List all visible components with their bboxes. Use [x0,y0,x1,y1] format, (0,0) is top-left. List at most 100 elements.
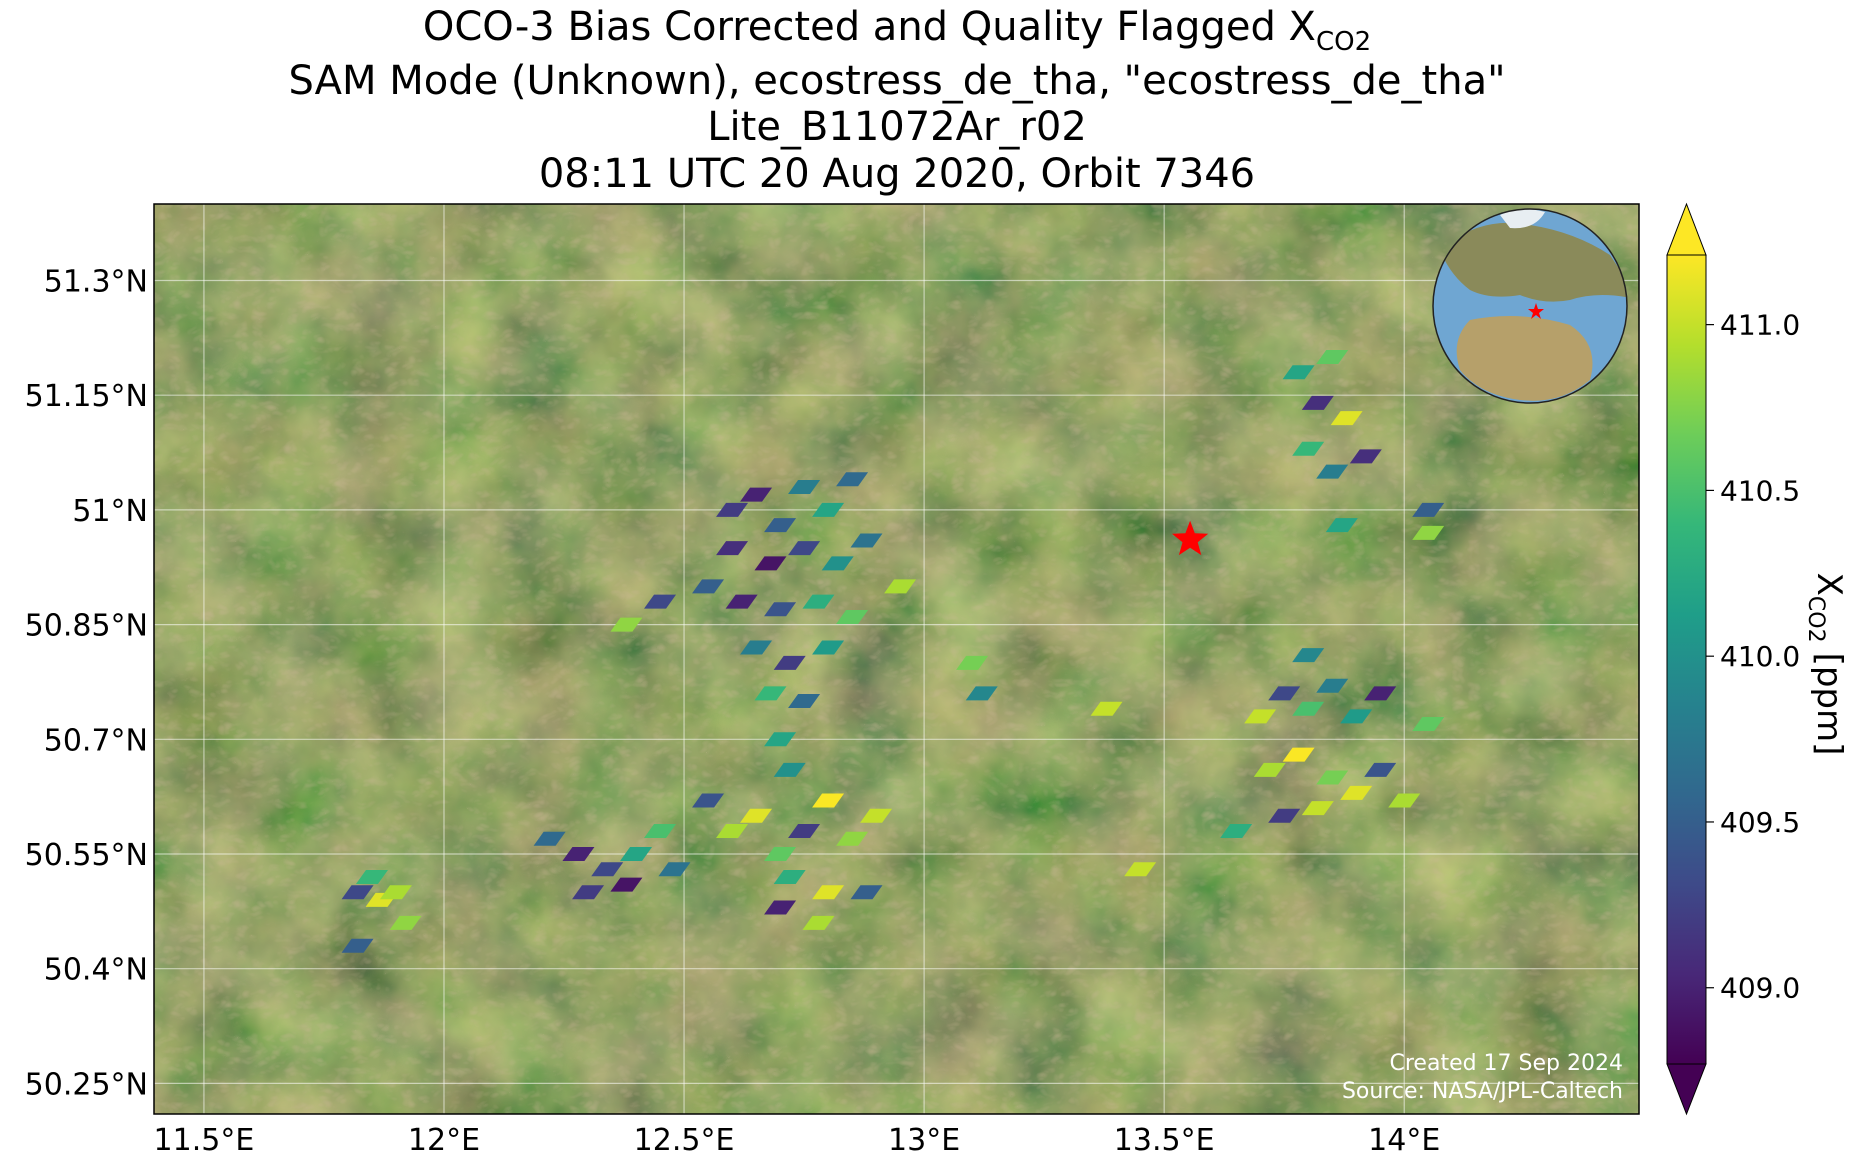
colorbar-label: XCO2 [ppm] [1803,573,1849,756]
y-tick-label: 50.7°N [44,723,148,758]
footprint [860,808,893,823]
footprint [821,556,854,571]
globe-outline [1432,208,1628,404]
footprint [812,793,845,808]
title-main: OCO-3 Bias Corrected and Quality Flagged… [423,4,1316,50]
footprint [341,885,374,900]
footprint [836,831,869,846]
footprint [773,762,806,777]
x-tick-label: 13°E [888,1123,960,1158]
footprint [1301,801,1334,816]
footprint [1220,824,1253,839]
footprint [1268,808,1301,823]
footprint [836,472,869,487]
annotation: Source: NASA/JPL-Caltech [1342,1079,1623,1104]
footprint [1349,449,1382,464]
x-tick-label: 12.5°E [634,1123,735,1158]
grid [154,204,1639,1114]
footprint [1364,686,1397,701]
footprint [610,617,643,632]
site-marker [1172,520,1209,556]
subtitle-line: 08:11 UTC 20 Aug 2020, Orbit 7346 [539,151,1255,197]
footprint [355,869,388,884]
x-tick-label: 13.5°E [1114,1123,1215,1158]
footprint [341,938,374,953]
footprint [658,862,691,877]
y-tick-label: 51.3°N [44,264,148,299]
colorbar-tick-label: 410.0 [1720,640,1800,673]
y-tick-label: 51°N [72,494,148,529]
footprint [1412,717,1445,731]
subtitle-line: SAM Mode (Unknown), ecostress_de_tha, "e… [289,58,1506,104]
footprint [1316,349,1349,364]
footprint [1124,862,1157,877]
globe-greenland [1500,209,1545,229]
footprint [1292,441,1325,456]
footprint [1412,502,1445,517]
footprint [788,824,821,839]
footprint [764,732,797,747]
footprint [764,900,797,915]
footprint [773,869,806,884]
footprint [788,541,821,556]
footprint [1316,770,1349,785]
footprint [1340,785,1373,800]
footprint [802,594,835,609]
globe-africa [1456,316,1593,401]
footprint [716,541,749,556]
footprint [965,686,998,701]
footprint [1282,747,1315,762]
footprint [836,609,869,624]
globe-land [1440,209,1627,401]
footprint [740,487,773,502]
colorbar: 409.0 409.5 410.0 410.5 411.0 [1666,202,1800,1116]
subtitle-line: Lite_B11072Ar_r02 [707,104,1087,150]
footprint [1301,395,1334,410]
footprint [764,847,797,861]
footprint [1364,762,1397,777]
footprint [740,640,773,655]
footprint [1282,365,1315,380]
footprint [1325,518,1358,533]
footprint [644,824,677,839]
globe-eurasia [1440,222,1627,302]
colorbar-tick-label: 409.5 [1720,806,1800,839]
footprint [788,694,821,709]
footprint [764,602,797,617]
footprint [812,640,845,655]
colorbar-tick-label: 410.5 [1720,474,1800,507]
footprint [1316,464,1349,479]
colorbar-extend-bottom [1666,1063,1707,1116]
footprint [1090,701,1123,716]
y-tick-label: 50.55°N [25,838,148,873]
footprint [788,479,821,494]
footprint [1316,678,1349,693]
basemap-fields [154,204,1639,1114]
footprint [740,808,773,823]
footprint [884,579,917,594]
colorbar-tick-label: 411.0 [1720,309,1800,342]
footprint [389,915,422,930]
footprint [1244,709,1277,724]
footprint [812,502,845,517]
footprint [610,877,643,892]
footprint [1253,762,1286,777]
y-tick-label: 50.25°N [25,1067,148,1102]
title: OCO-3 Bias Corrected and Quality Flagged… [289,4,1506,197]
footprint [754,686,787,701]
colorbar-body [1666,254,1707,1065]
footprint [812,885,845,900]
globe-site-star [1528,303,1544,319]
footprint [591,862,624,877]
title-subscript: CO2 [1316,27,1371,57]
footprint [754,556,787,571]
footprint [562,847,595,861]
footprint [725,594,758,609]
footprint [379,885,412,900]
footprint [1292,648,1325,663]
footprint [644,594,677,609]
footprint [1268,686,1301,701]
x-tick-label: 14°E [1368,1123,1440,1158]
footprint [773,655,806,670]
x-tick-label: 12°E [408,1123,480,1158]
